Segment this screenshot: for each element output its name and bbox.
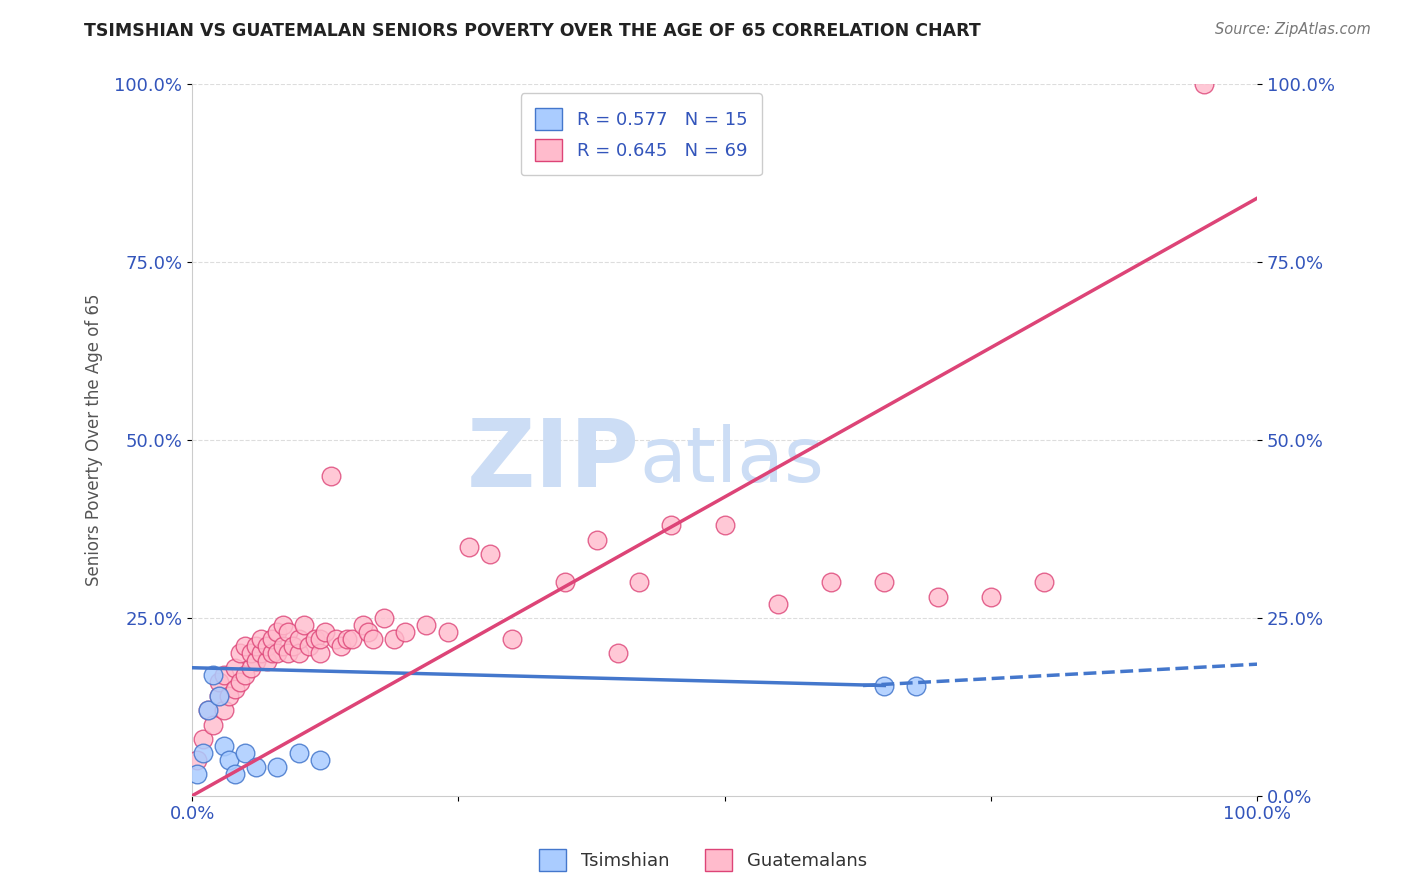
Point	[277, 647, 299, 661]
Point	[218, 753, 240, 767]
Point	[186, 767, 208, 781]
Point	[314, 625, 336, 640]
Point	[905, 679, 928, 693]
Point	[766, 597, 789, 611]
Point	[235, 640, 257, 654]
Point	[436, 625, 458, 640]
Point	[394, 625, 416, 640]
Legend: Tsimshian, Guatemalans: Tsimshian, Guatemalans	[531, 842, 875, 879]
Point	[309, 753, 332, 767]
Point	[415, 618, 437, 632]
Point	[340, 632, 363, 647]
Point	[197, 703, 219, 717]
Text: TSIMSHIAN VS GUATEMALAN SENIORS POVERTY OVER THE AGE OF 65 CORRELATION CHART: TSIMSHIAN VS GUATEMALAN SENIORS POVERTY …	[84, 22, 981, 40]
Point	[197, 703, 219, 717]
Point	[458, 540, 481, 554]
Point	[250, 647, 273, 661]
Point	[245, 760, 267, 774]
Point	[713, 518, 735, 533]
Point	[304, 632, 326, 647]
Point	[501, 632, 523, 647]
Point	[260, 647, 283, 661]
Point	[287, 632, 309, 647]
Point	[271, 640, 294, 654]
Point	[191, 746, 214, 760]
Point	[283, 640, 305, 654]
Point	[607, 647, 630, 661]
Text: ZIP: ZIP	[467, 416, 640, 508]
Point	[352, 618, 374, 632]
Point	[292, 618, 315, 632]
Point	[335, 632, 357, 647]
Point	[186, 753, 208, 767]
Point	[235, 668, 257, 682]
Point	[330, 640, 353, 654]
Point	[873, 575, 896, 590]
Point	[271, 618, 294, 632]
Point	[245, 640, 267, 654]
Point	[357, 625, 380, 640]
Point	[212, 739, 235, 753]
Point	[239, 661, 262, 675]
Point	[628, 575, 651, 590]
Point	[266, 760, 288, 774]
Point	[1192, 78, 1215, 92]
Point	[325, 632, 347, 647]
Point	[245, 654, 267, 668]
Point	[927, 590, 949, 604]
Text: Source: ZipAtlas.com: Source: ZipAtlas.com	[1215, 22, 1371, 37]
Point	[208, 689, 231, 703]
Text: atlas: atlas	[640, 425, 824, 499]
Point	[298, 640, 321, 654]
Point	[319, 468, 342, 483]
Point	[191, 731, 214, 746]
Point	[224, 661, 246, 675]
Legend: R = 0.577   N = 15, R = 0.645   N = 69: R = 0.577 N = 15, R = 0.645 N = 69	[520, 94, 762, 176]
Point	[266, 647, 288, 661]
Point	[659, 518, 682, 533]
Point	[208, 675, 231, 690]
Point	[256, 640, 278, 654]
Point	[250, 632, 273, 647]
Point	[384, 632, 406, 647]
Point	[980, 590, 1002, 604]
Point	[229, 647, 252, 661]
Y-axis label: Seniors Poverty Over the Age of 65: Seniors Poverty Over the Age of 65	[86, 293, 103, 586]
Point	[202, 717, 225, 731]
Point	[212, 703, 235, 717]
Point	[1033, 575, 1056, 590]
Point	[202, 668, 225, 682]
Point	[287, 746, 309, 760]
Point	[309, 647, 332, 661]
Point	[260, 632, 283, 647]
Point	[239, 647, 262, 661]
Point	[235, 746, 257, 760]
Point	[479, 547, 502, 561]
Point	[208, 689, 231, 703]
Point	[218, 689, 240, 703]
Point	[309, 632, 332, 647]
Point	[224, 681, 246, 696]
Point	[256, 654, 278, 668]
Point	[266, 625, 288, 640]
Point	[373, 611, 395, 625]
Point	[820, 575, 842, 590]
Point	[287, 647, 309, 661]
Point	[585, 533, 607, 547]
Point	[361, 632, 384, 647]
Point	[873, 679, 896, 693]
Point	[277, 625, 299, 640]
Point	[224, 767, 246, 781]
Point	[212, 668, 235, 682]
Point	[229, 675, 252, 690]
Point	[554, 575, 576, 590]
